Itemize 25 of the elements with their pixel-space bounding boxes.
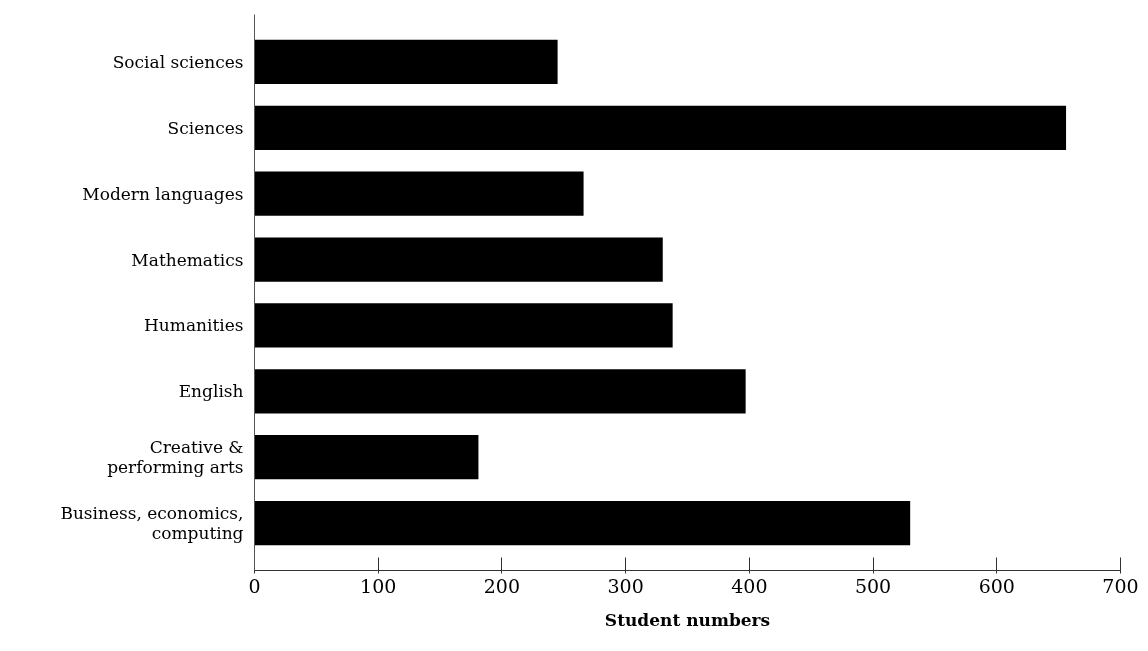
y-tick-label: Sciences <box>167 117 244 138</box>
x-axis-title: Student numbers <box>604 609 771 630</box>
y-tick-label: Creative & performing arts <box>107 437 244 478</box>
bar <box>254 171 584 216</box>
bar <box>254 501 911 546</box>
x-tick-label: 600 <box>978 574 1015 597</box>
y-tick-label: Business, economics, computing <box>60 503 244 544</box>
bar <box>254 303 673 348</box>
bar <box>254 237 663 282</box>
x-tick-label: 500 <box>854 574 892 597</box>
y-tick-label: Humanities <box>144 315 244 336</box>
x-tick-label: 200 <box>483 574 521 597</box>
y-tick-label: Modern languages <box>82 183 244 204</box>
x-tick-label: 300 <box>607 574 644 597</box>
x-tick-label: 700 <box>1102 574 1139 597</box>
y-tick-label: Mathematics <box>131 249 244 270</box>
x-tick-label: 100 <box>360 574 397 597</box>
y-tick-label: English <box>178 381 244 402</box>
bar <box>254 105 1067 150</box>
y-tick-label: Social sciences <box>112 51 244 72</box>
bar <box>254 369 746 414</box>
bar <box>254 39 558 84</box>
bar <box>254 435 479 480</box>
x-tick-label: 400 <box>731 574 768 597</box>
x-tick-label: 0 <box>248 574 261 597</box>
